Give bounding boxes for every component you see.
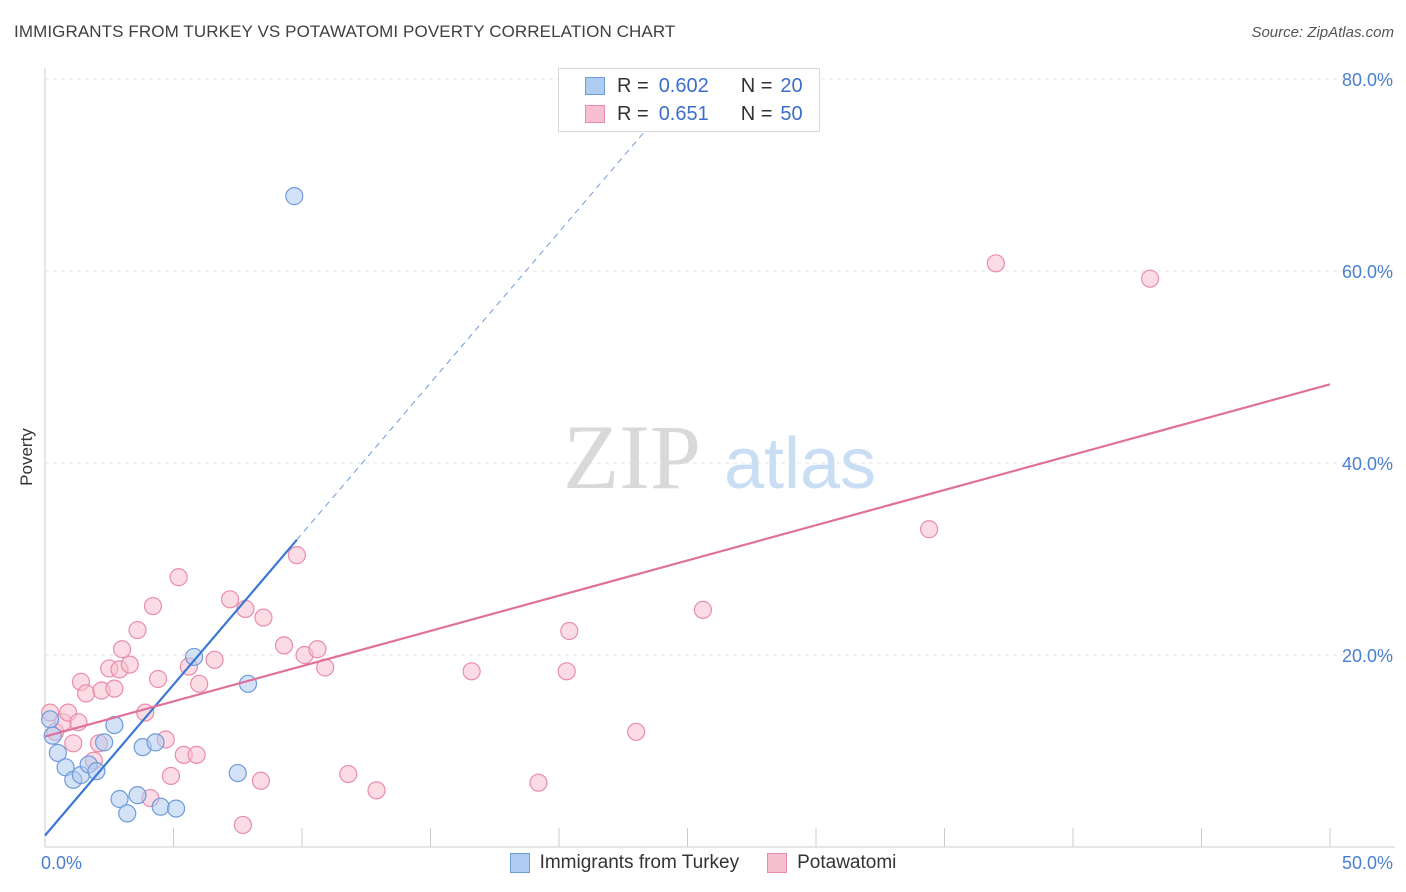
y-tick-label: 20.0%: [1342, 646, 1393, 666]
potawatomi-point: [169, 568, 188, 587]
potawatomi-point: [233, 815, 252, 835]
turkey-legend-swatch: [509, 853, 530, 873]
potawatomi-point: [693, 600, 713, 619]
potawatomi-point: [986, 254, 1006, 273]
x-tick-label-max: 50.0%: [1342, 853, 1393, 873]
potawatomi-point: [112, 640, 132, 659]
turkey-point: [110, 789, 129, 809]
potawatomi-point: [205, 650, 224, 669]
potawatomi-point: [187, 745, 206, 764]
turkey-point: [166, 799, 186, 818]
potawatomi-legend-label: Potawatomi: [797, 852, 897, 873]
potawatomi-points: [41, 254, 1160, 835]
potawatomi-legend-swatch: [767, 853, 788, 873]
n-label: N =: [740, 74, 773, 97]
turkey-n-value: 20: [780, 74, 803, 97]
turkey-point: [41, 710, 60, 729]
r-label: R =: [617, 74, 649, 97]
turkey-legend-label: Immigrants from Turkey: [539, 852, 740, 873]
potawatomi-point: [626, 722, 646, 741]
potawatomi-point: [254, 608, 273, 627]
potawatomi-point: [190, 674, 209, 693]
potawatomi-r-value: 0.651: [658, 102, 709, 125]
r-label: R =: [617, 102, 649, 125]
series-legend: Immigrants from Turkey Potawatomi: [0, 852, 1406, 874]
legend-item-potawatomi[interactable]: Potawatomi: [767, 852, 896, 874]
potawatomi-point: [105, 679, 124, 698]
potawatomi-point: [367, 781, 386, 800]
potawatomi-point: [308, 640, 327, 659]
turkey-point: [184, 647, 204, 667]
potawatomi-point: [557, 662, 576, 681]
y-axis-label: Poverty: [17, 428, 36, 486]
trend-lines: [44, 126, 1331, 837]
potawatomi-point: [120, 655, 139, 674]
potawatomi-point: [220, 590, 240, 609]
chart-title: IMMIGRANTS FROM TURKEY VS POTAWATOMI POV…: [14, 22, 676, 41]
turkey-point: [95, 733, 114, 752]
potawatomi-point: [236, 599, 255, 619]
turkey-point: [48, 743, 67, 763]
potawatomi-point: [143, 596, 163, 616]
potawatomi-point: [274, 636, 294, 655]
legend-item-turkey[interactable]: Immigrants from Turkey: [509, 852, 740, 874]
potawatomi-point: [148, 669, 168, 689]
turkey-point: [128, 786, 147, 805]
turkey-point: [238, 674, 258, 693]
source-note: Source: ZipAtlas.com: [1251, 24, 1394, 41]
potawatomi-point: [529, 773, 548, 792]
potawatomi-point: [339, 764, 358, 784]
potawatomi-point: [77, 684, 96, 703]
potawatomi-point: [919, 520, 939, 539]
turkey-point: [146, 733, 165, 752]
potawatomi-point: [1140, 269, 1160, 288]
turkey-point: [228, 763, 247, 783]
correlation-legend: R = 0.602 N = 20 R = 0.651 N = 50: [558, 68, 820, 132]
x-tick-label-min: 0.0%: [41, 853, 82, 873]
potawatomi-trend-line: [44, 383, 1331, 738]
watermark-zip: ZIP: [563, 406, 701, 508]
turkey-trend-extension: [296, 126, 650, 541]
potawatomi-point: [128, 620, 147, 640]
turkey-point: [87, 762, 106, 781]
turkey-point: [151, 797, 170, 816]
potawatomi-point: [161, 766, 181, 786]
legend-row-potawatomi: R = 0.651 N = 50: [585, 103, 803, 125]
legend-row-turkey: R = 0.602 N = 20: [585, 75, 803, 97]
potawatomi-swatch: [585, 105, 605, 123]
potawatomi-point: [462, 662, 481, 681]
turkey-r-value: 0.602: [658, 74, 709, 97]
y-tick-label: 40.0%: [1342, 454, 1393, 474]
potawatomi-point: [251, 771, 270, 790]
watermark-atlas: atlas: [724, 424, 876, 504]
potawatomi-point: [64, 734, 83, 753]
axes: [44, 68, 1395, 848]
gridlines: [45, 78, 1395, 656]
potawatomi-n-value: 50: [780, 102, 803, 125]
potawatomi-point: [287, 546, 306, 565]
turkey-trend-line: [44, 539, 298, 837]
turkey-point: [285, 187, 304, 206]
turkey-point: [118, 804, 137, 823]
y-tick-label: 60.0%: [1342, 262, 1393, 282]
potawatomi-point: [560, 621, 579, 641]
turkey-swatch: [585, 77, 605, 95]
turkey-point: [43, 726, 62, 745]
y-tick-label: 80.0%: [1342, 70, 1393, 90]
turkey-points: [41, 187, 304, 823]
tick-labels: 20.0% 40.0% 60.0% 80.0% 0.0% 50.0%: [41, 70, 1393, 873]
n-label: N =: [740, 102, 773, 125]
